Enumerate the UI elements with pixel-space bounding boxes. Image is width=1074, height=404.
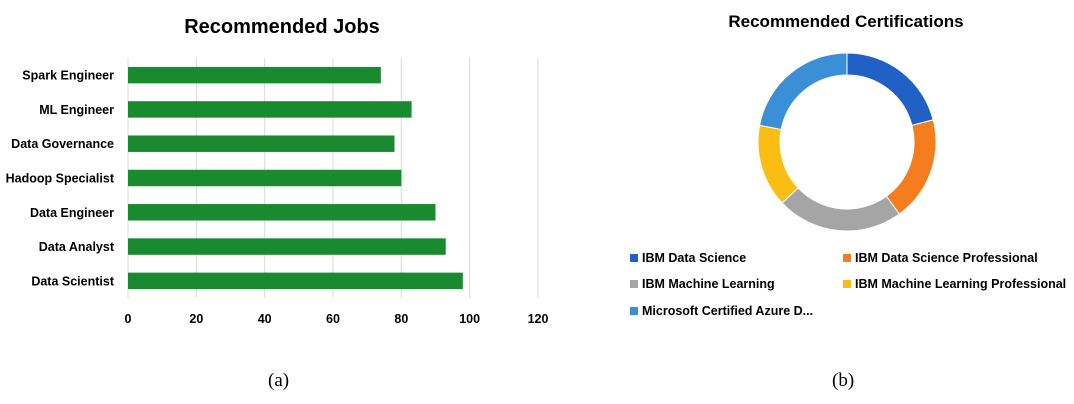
category-label: Data Scientist	[31, 274, 115, 288]
legend-swatch	[630, 280, 638, 288]
bar	[128, 169, 402, 187]
donut-slice	[757, 124, 799, 204]
legend-label: IBM Data Science	[642, 251, 746, 265]
donut-slice	[846, 52, 934, 126]
category-label: Data Governance	[11, 137, 114, 151]
legend-label: Microsoft Certified Azure D...	[642, 304, 813, 318]
legend-swatch	[843, 280, 851, 288]
category-label: Data Analyst	[39, 240, 115, 254]
x-tick-label: 120	[528, 312, 549, 326]
donut-slice	[758, 52, 848, 131]
legend-label: IBM Machine Learning	[642, 277, 775, 291]
x-tick-label: 20	[189, 312, 203, 326]
bar	[128, 135, 395, 152]
bar	[128, 272, 463, 290]
category-label: ML Engineer	[39, 103, 114, 117]
bar	[128, 101, 412, 118]
chart-title: Recommended Jobs	[184, 16, 380, 38]
donut-slice	[781, 187, 901, 232]
donut-chart-svg: Recommended Certifications IBM Data Scien…	[630, 12, 1066, 318]
legend-label: IBM Data Science Professional	[855, 251, 1038, 265]
recommended-certifications-chart: Recommended Certifications IBM Data Scien…	[600, 0, 1074, 399]
recommended-jobs-chart: Recommended Jobs 0 20 40 60 80 100 120 Data Scie…	[6, 16, 549, 326]
legend-swatch	[630, 254, 638, 262]
x-tick-label: 60	[326, 312, 340, 326]
legend-label: IBM Machine Learning Professional	[855, 277, 1066, 291]
bar-chart-svg: Recommended Jobs 0 20 40 60 80 100 120 Data Scie…	[6, 16, 549, 326]
x-tick-label: 0	[125, 312, 132, 326]
bar	[128, 204, 436, 221]
category-label: Data Engineer	[30, 206, 114, 220]
legend-swatch	[843, 254, 851, 262]
x-tick-label: 40	[258, 312, 272, 326]
x-tick-label: 80	[394, 312, 408, 326]
bar	[128, 238, 446, 255]
caption-a: (a)	[268, 370, 290, 391]
chart-title: Recommended Certifications	[728, 12, 963, 31]
x-tick-label: 100	[459, 312, 480, 326]
category-label: Hadoop Specialist	[6, 172, 115, 186]
caption-b: (b)	[832, 370, 855, 391]
donut-slice	[885, 119, 937, 215]
bar	[128, 66, 381, 84]
category-label: Spark Engineer	[22, 69, 114, 83]
legend-swatch	[630, 307, 638, 315]
